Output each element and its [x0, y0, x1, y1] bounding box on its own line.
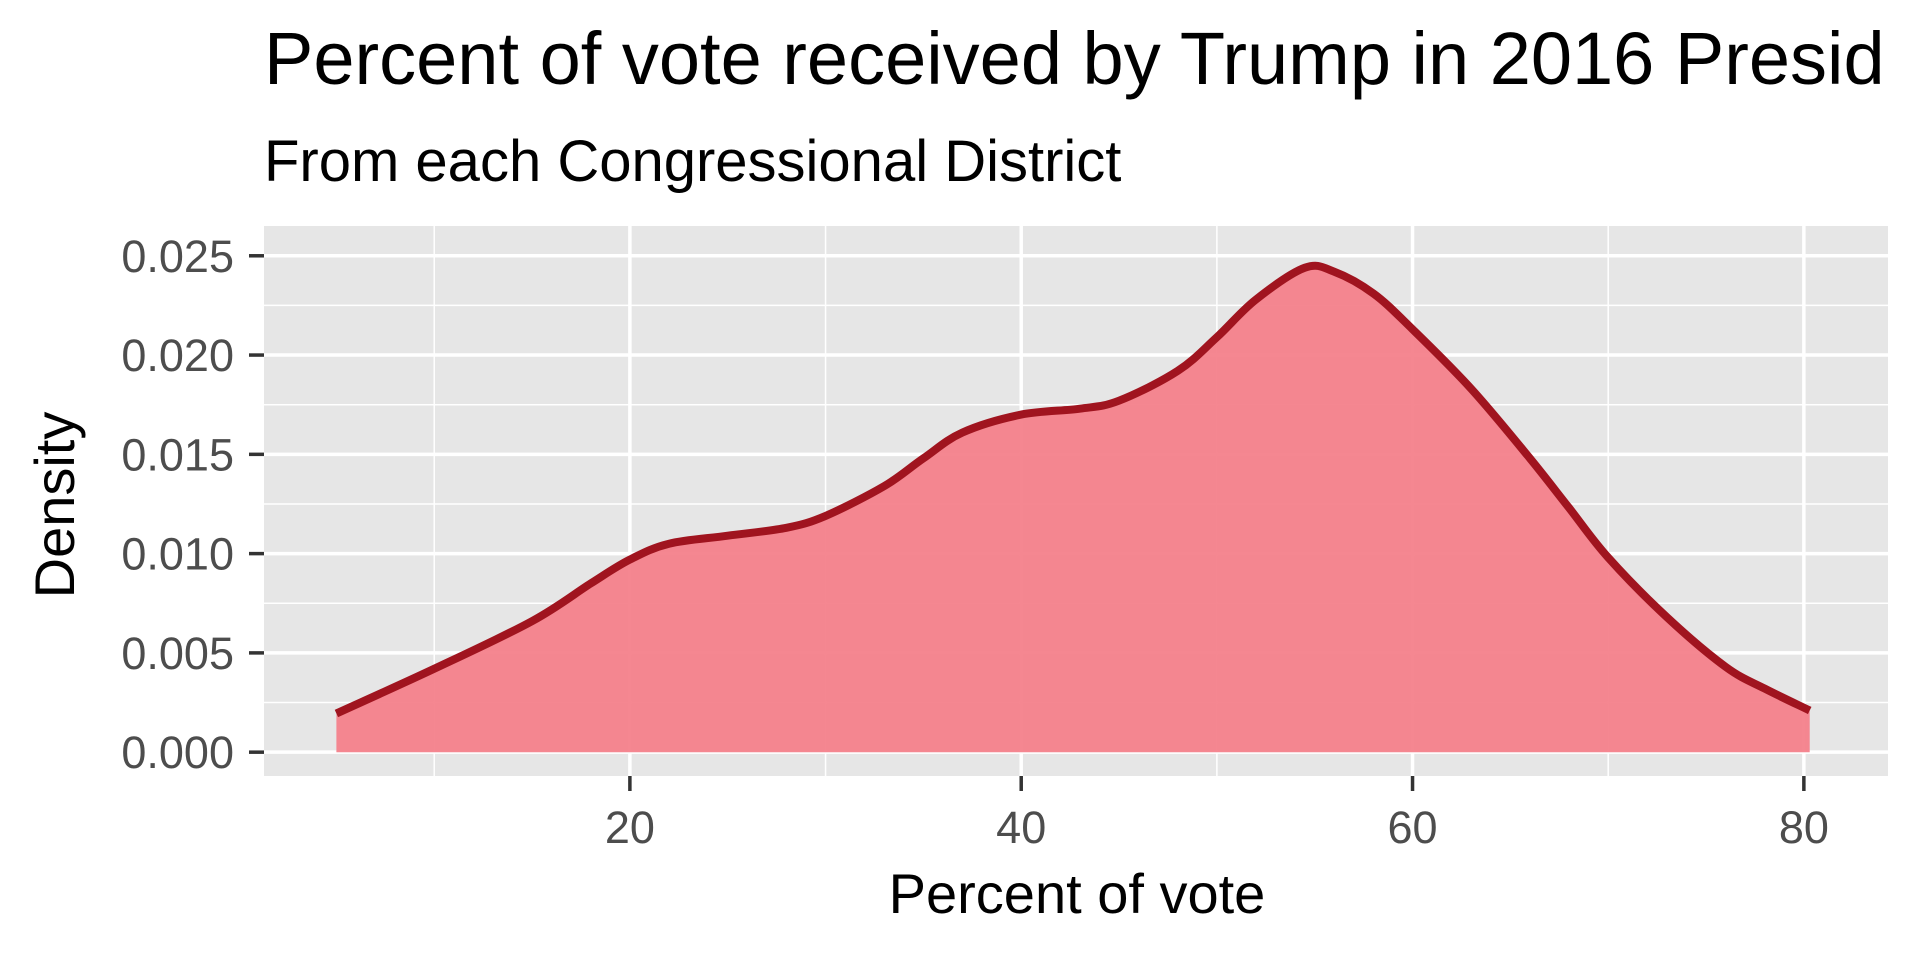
y-tick-label: 0.020: [121, 330, 234, 381]
x-axis: 20 40 60 80: [605, 776, 1829, 853]
x-tick-label: 80: [1779, 802, 1829, 853]
y-axis: 0.000 0.005 0.010 0.015 0.020 0.025: [121, 231, 264, 778]
y-tick-label: 0.000: [121, 727, 234, 778]
density-line: [334, 261, 1812, 718]
chart-title: Percent of vote received by Trump in 201…: [264, 17, 1885, 100]
density-area: [336, 265, 1810, 753]
y-tick-label: 0.025: [121, 231, 234, 282]
x-tick-label: 20: [605, 802, 655, 853]
y-tick-label: 0.015: [121, 429, 234, 480]
x-tick-label: 40: [996, 802, 1046, 853]
x-tick-label: 60: [1388, 802, 1438, 853]
chart-subtitle: From each Congressional District: [264, 129, 1121, 194]
y-axis-title: Density: [23, 412, 86, 599]
y-tick-label: 0.005: [121, 628, 234, 679]
y-tick-label: 0.010: [121, 529, 234, 580]
x-axis-title: Percent of vote: [889, 862, 1266, 925]
